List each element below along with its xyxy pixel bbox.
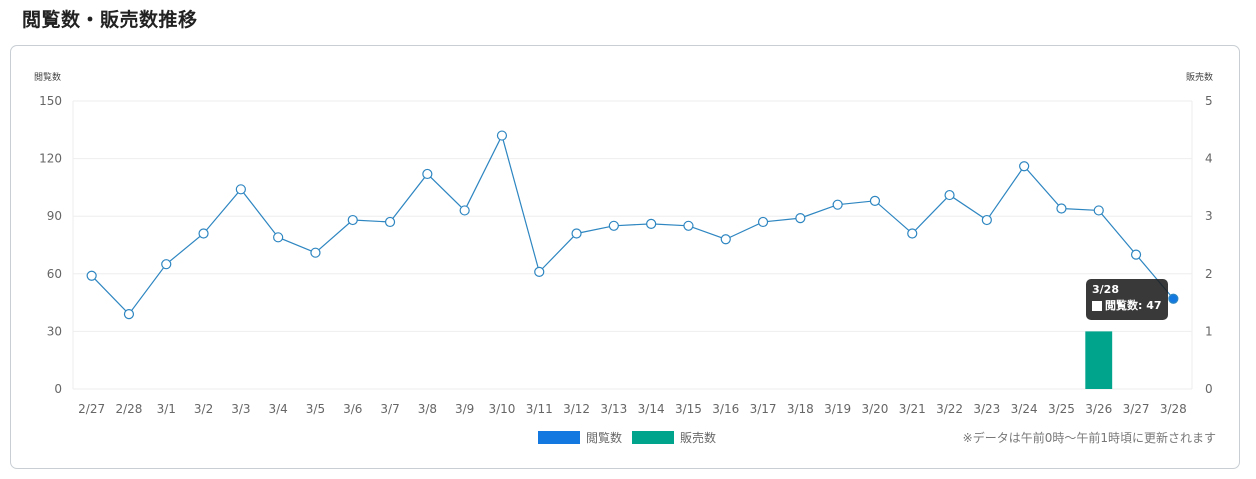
views-point[interactable]: [347, 214, 358, 226]
update-note: ※データは午前0時〜午前1時頃に更新されます: [962, 431, 1216, 445]
views-point[interactable]: [198, 228, 209, 239]
views-point[interactable]: [571, 228, 582, 239]
views-point[interactable]: [757, 216, 769, 228]
views-point[interactable]: [1168, 293, 1179, 304]
views-point[interactable]: [608, 220, 619, 231]
right-axis-title: 販売数: [1186, 71, 1213, 83]
views-point[interactable]: [384, 216, 396, 228]
left-axis-title: 閲覧数: [34, 71, 61, 83]
right-axis-tick: 1: [1205, 324, 1213, 338]
x-axis-tick: 3/25: [1048, 402, 1075, 416]
right-axis-tick: 0: [1205, 382, 1213, 396]
views-point[interactable]: [496, 130, 508, 141]
views-point[interactable]: [86, 270, 97, 281]
left-axis-tick: 90: [47, 209, 62, 223]
tooltip-row: 閲覧数: 47: [1092, 297, 1162, 315]
views-point[interactable]: [1056, 203, 1067, 214]
chart-legend: 閲覧数 販売数: [538, 429, 726, 446]
x-axis-tick: 3/2: [194, 402, 213, 416]
left-axis-tick: 120: [39, 152, 62, 166]
legend-label-views: 閲覧数: [586, 431, 623, 445]
legend-item-sales[interactable]: 販売数: [632, 429, 716, 446]
legend-swatch-sales: [632, 431, 675, 444]
x-axis-tick: 3/23: [973, 402, 1000, 416]
x-axis-tick: 3/18: [787, 402, 814, 416]
x-axis-tick: 3/7: [380, 402, 399, 416]
views-point[interactable]: [422, 168, 433, 180]
x-axis-tick: 3/12: [563, 402, 590, 416]
views-point[interactable]: [907, 228, 918, 239]
legend-item-views[interactable]: 閲覧数: [538, 429, 622, 446]
views-point[interactable]: [123, 309, 135, 320]
x-axis-tick: 3/27: [1123, 402, 1150, 416]
right-axis-tick: 2: [1205, 267, 1213, 281]
tooltip-label: 閲覧数: 47: [1105, 299, 1162, 312]
right-axis-tick: 3: [1205, 209, 1213, 223]
sales-bar[interactable]: [1085, 331, 1113, 389]
views-point[interactable]: [720, 234, 731, 245]
views-point[interactable]: [161, 259, 172, 270]
x-axis-tick: 3/17: [750, 402, 777, 416]
chart-tooltip: 3/28 閲覧数: 47: [1086, 279, 1168, 320]
views-point[interactable]: [310, 247, 321, 258]
right-axis-tick: 4: [1205, 152, 1213, 166]
page-title: 閲覧数・販売数推移: [22, 9, 198, 31]
views-point[interactable]: [646, 218, 657, 229]
x-axis-tick: 3/4: [268, 402, 287, 416]
tooltip-color-box: [1092, 301, 1102, 311]
views-point[interactable]: [235, 184, 246, 195]
x-axis-tick: 3/16: [712, 402, 739, 416]
x-axis-tick: 3/1: [157, 402, 176, 416]
x-axis-tick: 3/9: [455, 402, 474, 416]
tooltip-title: 3/28: [1092, 283, 1119, 296]
x-axis-tick: 3/21: [899, 402, 926, 416]
x-axis-tick: 3/14: [638, 402, 665, 416]
x-axis-tick: 3/20: [861, 402, 888, 416]
chart-card: [10, 45, 1240, 469]
x-axis-tick: 3/22: [936, 402, 963, 416]
views-series-line: [91, 133, 1174, 316]
views-point[interactable]: [795, 213, 806, 224]
left-axis-tick: 0: [54, 382, 62, 396]
left-axis-tick: 30: [47, 324, 62, 338]
views-point[interactable]: [1130, 249, 1142, 260]
x-axis-tick: 2/27: [78, 402, 105, 416]
x-axis-tick: 3/19: [824, 402, 851, 416]
x-axis-tick: 3/28: [1160, 402, 1187, 416]
x-axis-tick: 3/5: [306, 402, 325, 416]
legend-swatch-views: [538, 431, 580, 444]
x-axis-tick: 3/10: [488, 402, 515, 416]
views-point[interactable]: [1093, 205, 1104, 216]
x-axis-tick: 3/8: [418, 402, 437, 416]
views-point[interactable]: [981, 214, 992, 226]
views-point[interactable]: [683, 220, 694, 231]
x-axis-tick: 3/15: [675, 402, 702, 416]
x-axis-tick: 3/13: [600, 402, 627, 416]
x-axis-tick: 3/3: [231, 402, 250, 416]
left-axis-tick: 150: [39, 94, 62, 108]
right-axis-tick: 5: [1205, 94, 1213, 108]
views-point[interactable]: [273, 232, 284, 243]
x-axis-tick: 3/6: [343, 402, 362, 416]
x-axis-tick: 3/24: [1011, 402, 1038, 416]
views-point[interactable]: [1019, 161, 1030, 172]
x-axis-tick: 3/26: [1085, 402, 1112, 416]
views-point[interactable]: [459, 205, 470, 216]
x-axis-tick: 2/28: [115, 402, 142, 416]
views-point[interactable]: [534, 266, 545, 277]
legend-label-sales: 販売数: [680, 431, 717, 445]
x-axis-tick: 3/11: [526, 402, 553, 416]
views-point[interactable]: [832, 199, 843, 210]
views-point[interactable]: [944, 189, 955, 201]
left-axis-tick: 60: [47, 267, 62, 281]
views-point[interactable]: [869, 195, 881, 206]
